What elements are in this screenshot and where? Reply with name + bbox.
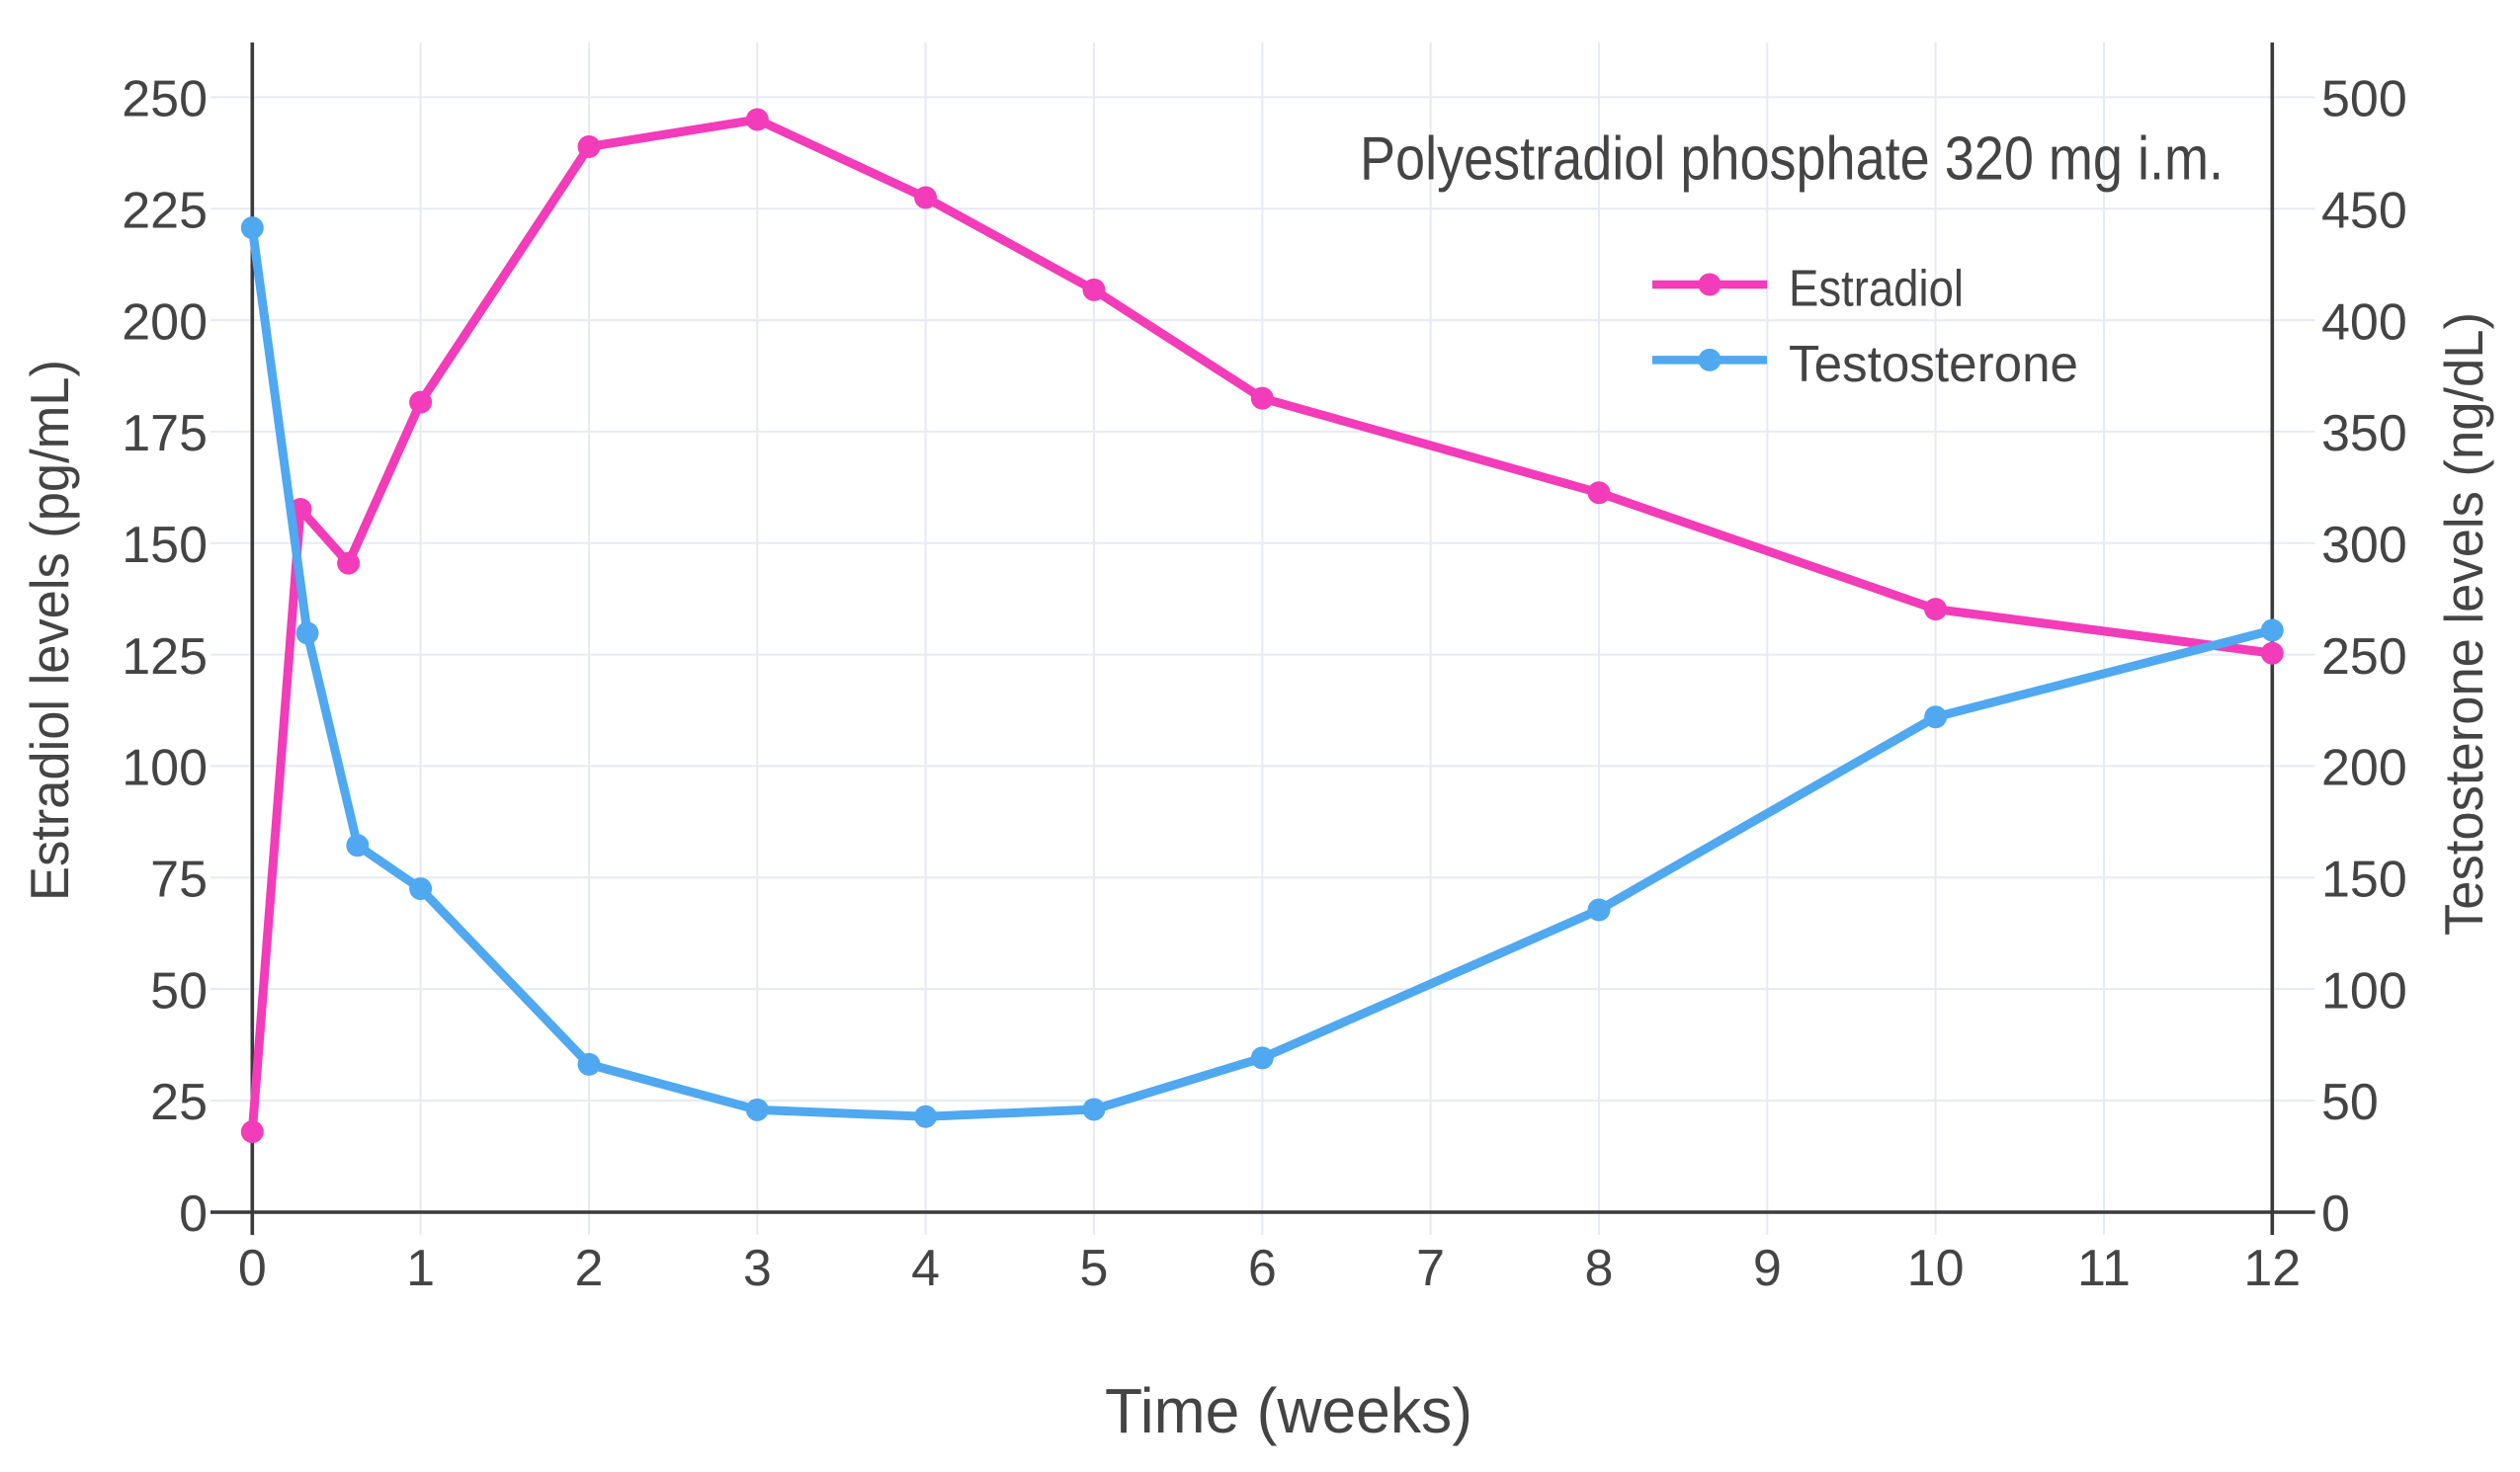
svg-text:450: 450: [2321, 182, 2407, 239]
svg-text:8: 8: [1585, 1240, 1614, 1297]
svg-text:500: 500: [2321, 71, 2407, 128]
svg-text:Estradiol: Estradiol: [1789, 261, 1964, 318]
svg-text:100: 100: [122, 740, 208, 797]
svg-text:50: 50: [2321, 1074, 2379, 1131]
svg-text:150: 150: [2321, 852, 2407, 909]
svg-text:11: 11: [2077, 1240, 2131, 1297]
svg-text:Testosterone: Testosterone: [1789, 336, 2078, 393]
svg-text:Time (weeks): Time (weeks): [1105, 1375, 1472, 1446]
svg-text:50: 50: [150, 962, 208, 1020]
svg-text:9: 9: [1753, 1240, 1782, 1297]
svg-text:1: 1: [406, 1240, 435, 1297]
svg-text:0: 0: [238, 1240, 267, 1297]
svg-text:150: 150: [122, 517, 208, 574]
svg-text:350: 350: [2321, 405, 2407, 462]
svg-text:Estradiol levels (pg/mL): Estradiol levels (pg/mL): [19, 360, 80, 901]
svg-text:0: 0: [2321, 1186, 2350, 1243]
svg-text:75: 75: [150, 852, 208, 909]
svg-text:7: 7: [1416, 1240, 1445, 1297]
svg-text:125: 125: [122, 628, 208, 686]
svg-text:250: 250: [122, 71, 208, 128]
svg-text:3: 3: [743, 1240, 772, 1297]
svg-text:225: 225: [122, 182, 208, 239]
svg-text:300: 300: [2321, 517, 2407, 574]
svg-text:5: 5: [1080, 1240, 1109, 1297]
svg-text:400: 400: [2321, 293, 2407, 351]
svg-text:4: 4: [911, 1240, 940, 1297]
svg-text:175: 175: [122, 405, 208, 462]
svg-text:0: 0: [179, 1186, 208, 1243]
svg-text:100: 100: [2321, 962, 2407, 1020]
svg-text:200: 200: [2321, 740, 2407, 797]
svg-text:25: 25: [150, 1074, 208, 1131]
svg-text:250: 250: [2321, 628, 2407, 686]
svg-text:10: 10: [1907, 1240, 1965, 1297]
svg-text:200: 200: [122, 293, 208, 351]
svg-text:6: 6: [1248, 1240, 1277, 1297]
svg-text:Testosterone levels (ng/dL): Testosterone levels (ng/dL): [2433, 312, 2494, 936]
svg-text:2: 2: [575, 1240, 604, 1297]
svg-text:Polyestradiol phosphate 320 mg: Polyestradiol phosphate 320 mg i.m.: [1360, 125, 2224, 194]
svg-text:12: 12: [2243, 1240, 2301, 1297]
